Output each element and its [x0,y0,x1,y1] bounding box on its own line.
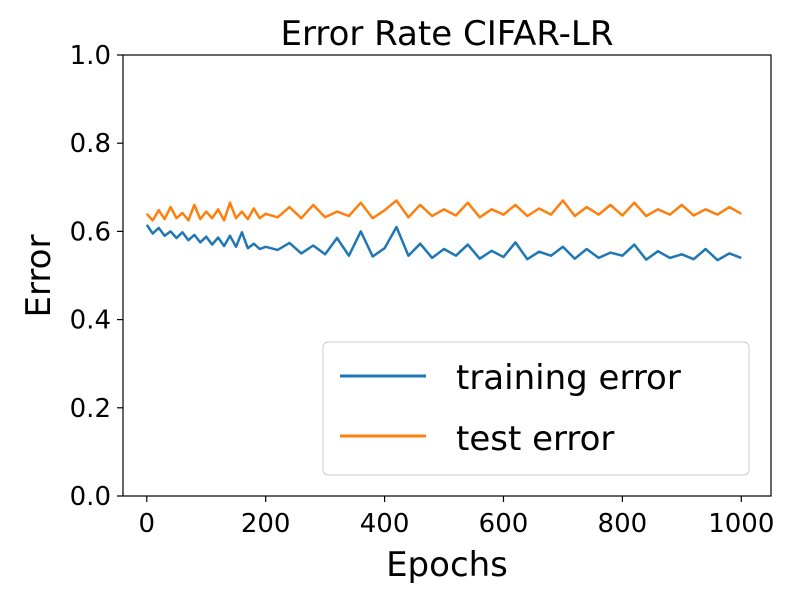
y-tick-label: 0.6 [70,217,111,247]
legend-label-test-error: test error [456,419,614,459]
series-line-test-error [145,199,742,222]
legend-box [322,341,750,476]
y-tick-label: 0.0 [70,482,111,512]
y-tick-label: 0.2 [70,394,111,424]
x-tick-label: 1000 [708,509,774,539]
y-tick-label: 1.0 [70,41,111,71]
chart-title: Error Rate CIFAR-LR [281,14,614,54]
y-axis-label: Error [19,235,59,318]
y-tick-label: 0.8 [70,129,111,159]
x-tick-label: 400 [360,509,410,539]
x-tick-label: 200 [241,509,291,539]
y-tick-label: 0.4 [70,306,111,336]
series-layer [145,199,742,262]
x-axis: 0 200 400 600 800 1000 [139,496,774,539]
y-axis: 0.0 0.2 0.4 0.6 0.8 1.0 [70,41,123,512]
series-line-training-error [145,224,742,262]
legend: training error test error [322,341,750,476]
plot-frame [122,54,772,497]
x-tick-label: 0 [139,509,156,539]
x-axis-label: Epochs [386,545,508,585]
x-tick-label: 600 [479,509,529,539]
legend-label-training-error: training error [456,358,681,398]
x-tick-label: 800 [598,509,648,539]
